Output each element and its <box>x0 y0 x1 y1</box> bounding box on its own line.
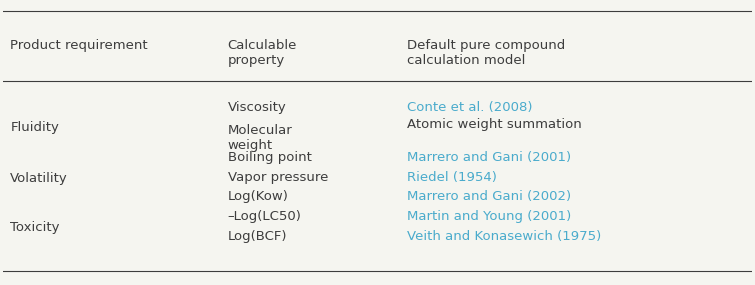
Text: Vapor pressure: Vapor pressure <box>227 171 328 184</box>
Text: Log(BCF): Log(BCF) <box>227 230 287 243</box>
Text: Marrero and Gani (2002): Marrero and Gani (2002) <box>408 190 572 203</box>
Text: Log(Kow): Log(Kow) <box>227 190 288 203</box>
Text: Calculable
property: Calculable property <box>227 39 297 67</box>
Text: Fluidity: Fluidity <box>11 121 59 134</box>
Text: Toxicity: Toxicity <box>11 221 60 234</box>
Text: Viscosity: Viscosity <box>227 101 286 114</box>
Text: Product requirement: Product requirement <box>11 39 148 52</box>
Text: Default pure compound
calculation model: Default pure compound calculation model <box>408 39 565 67</box>
Text: Marrero and Gani (2001): Marrero and Gani (2001) <box>408 151 572 164</box>
Text: Conte et al. (2008): Conte et al. (2008) <box>408 101 533 114</box>
Text: Boiling point: Boiling point <box>227 151 312 164</box>
Text: –Log(LC50): –Log(LC50) <box>227 210 301 223</box>
Text: Molecular
weight: Molecular weight <box>227 124 292 152</box>
Text: Atomic weight summation: Atomic weight summation <box>408 118 582 131</box>
Text: Martin and Young (2001): Martin and Young (2001) <box>408 210 572 223</box>
Text: Volatility: Volatility <box>11 172 68 185</box>
Text: Veith and Konasewich (1975): Veith and Konasewich (1975) <box>408 230 602 243</box>
Text: Riedel (1954): Riedel (1954) <box>408 171 498 184</box>
